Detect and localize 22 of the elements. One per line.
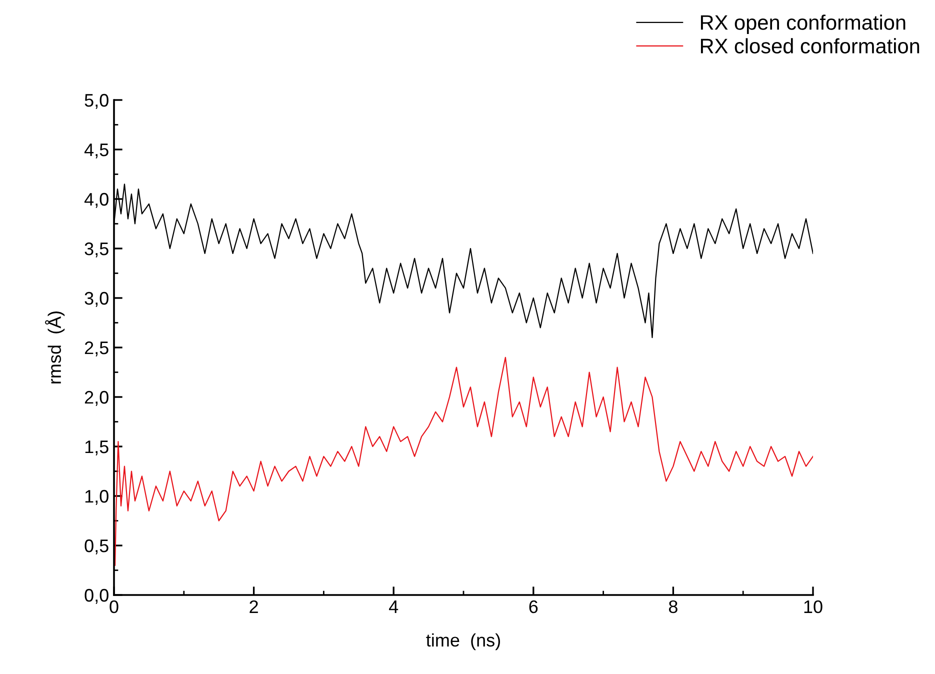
y-axis-title: rmsd (Å) <box>45 312 65 384</box>
line-series <box>114 356 813 566</box>
y-tick-label: 0,5 <box>84 539 108 554</box>
x-tick-label: 2 <box>250 600 258 613</box>
y-tick-label: 4,5 <box>84 144 108 158</box>
y-tick-label: 3,0 <box>84 292 108 307</box>
y-tick-label: 3,5 <box>84 242 108 258</box>
y-tick-label: 4,0 <box>84 192 108 208</box>
x-axis-title: time (ns) <box>426 633 500 650</box>
x-tick-label: 10 <box>804 600 822 614</box>
x-tick-label: 4 <box>388 600 398 613</box>
y-tick-label: 0,0 <box>84 588 108 604</box>
x-tick-label: 8 <box>668 600 678 614</box>
legend-label: RX open conformation <box>700 14 906 34</box>
y-tick-label: 2,0 <box>84 390 108 406</box>
y-tick-label: 1,5 <box>85 440 108 456</box>
x-tick-label: 0 <box>110 600 118 614</box>
y-tick-label: 1,0 <box>85 490 108 505</box>
y-tick-label: 2,5 <box>84 341 108 356</box>
y-tick-label: 5,0 <box>84 94 108 109</box>
legend-label: RX closed conformation <box>700 38 920 54</box>
x-tick-label: 6 <box>529 600 538 614</box>
